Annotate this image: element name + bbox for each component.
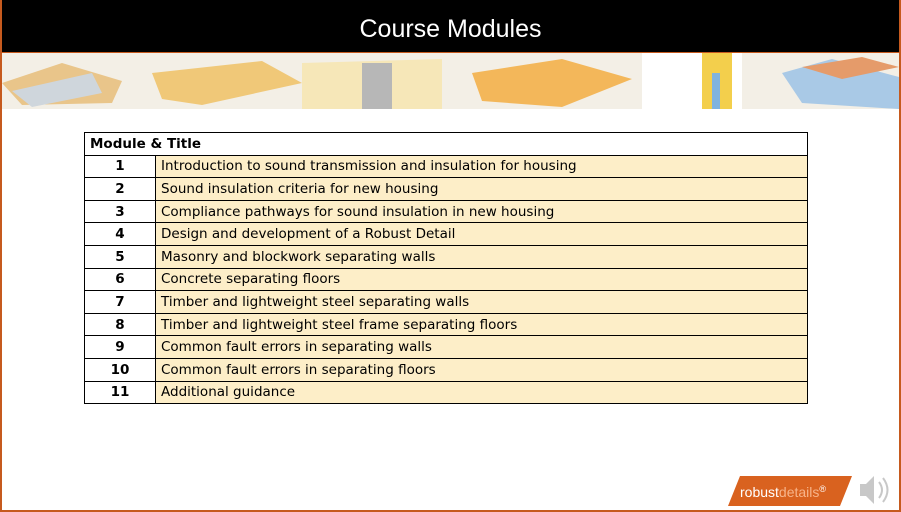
module-row: 10 Common fault errors in separating floo… [84,357,808,382]
logo: robustdetails® [728,476,889,506]
title-bar: Course Modules [2,0,899,53]
illustration [802,57,899,79]
module-number: 8 [84,312,156,337]
module-number: 1 [84,154,156,179]
module-row: 8 Timber and lightweight steel frame sepa… [84,312,808,337]
logo-part: robust [740,484,779,500]
illustration [152,61,302,105]
logo-badge [728,476,852,506]
header-row: Module & Title [84,132,808,156]
module-row: 7 Timber and lightweight steel separating… [84,290,808,314]
module-row: 5 Masonry and blockwork separating walls [84,244,808,269]
logo-part: details [779,484,819,500]
module-number: 3 [84,199,156,224]
module-row: 2 Sound insulation criteria for new housi… [84,177,808,201]
module-title: Masonry and blockwork separating walls [155,244,808,269]
modules-table: Module & Title 1 Introduction to sound tr… [84,132,808,405]
logo-mark: ® [819,484,826,494]
module-title: Introduction to sound transmission and i… [155,154,808,179]
strip-bg [2,53,899,109]
module-row: 6 Concrete separating floors [84,267,808,292]
module-title: Concrete separating floors [155,267,808,292]
module-number: 9 [84,335,156,359]
speaker-icon [860,476,889,504]
module-title: Additional guidance [155,380,808,405]
image-strip [2,53,899,109]
module-title: Common fault errors in separating walls [155,335,808,359]
illustration [472,59,632,107]
module-title: Compliance pathways for sound insulation… [155,199,808,224]
module-row: 3 Compliance pathways for sound insulatio… [84,199,808,224]
logo-text: robustdetails® [740,484,826,500]
module-row: 9 Common fault errors in separating walls [84,335,808,359]
module-number: 11 [84,380,156,405]
module-number: 5 [84,244,156,269]
module-row: 1 Introduction to sound transmission and … [84,154,808,179]
module-title: Design and development of a Robust Detai… [155,222,808,246]
module-row: 4 Design and development of a Robust Deta… [84,222,808,246]
speaker [860,476,874,504]
module-number: 6 [84,267,156,292]
speaker-waves [878,477,889,503]
table-body: 1 Introduction to sound transmission and … [84,154,808,405]
module-number: 7 [84,290,156,314]
slide-title: Course Modules [359,15,542,43]
illustration [362,63,392,109]
module-title: Timber and lightweight steel frame separ… [155,312,808,337]
module-number: 4 [84,222,156,246]
illustration [712,73,720,109]
module-number: 10 [84,357,156,382]
module-title: Sound insulation criteria for new housin… [155,177,808,201]
module-row: 11 Additional guidance [84,380,808,405]
illustration [12,73,102,107]
module-number: 2 [84,177,156,201]
module-title: Common fault errors in separating floors [155,357,808,382]
module-title: Timber and lightweight steel separating … [155,290,808,314]
table-header: Module & Title [84,132,808,156]
